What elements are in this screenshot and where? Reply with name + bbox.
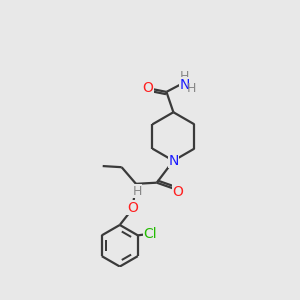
- Text: O: O: [172, 185, 183, 199]
- Text: O: O: [142, 81, 153, 95]
- Text: H: H: [187, 82, 196, 95]
- Text: N: N: [180, 78, 190, 92]
- Text: N: N: [168, 154, 178, 168]
- Text: O: O: [127, 201, 138, 214]
- Text: H: H: [132, 185, 142, 198]
- Text: H: H: [180, 70, 190, 83]
- Text: Cl: Cl: [144, 227, 157, 241]
